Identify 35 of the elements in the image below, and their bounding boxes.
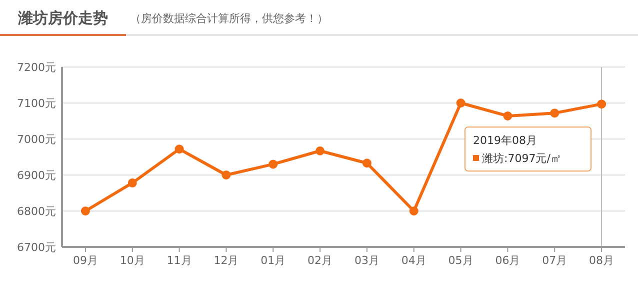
- point: [316, 146, 325, 156]
- point: [222, 170, 231, 180]
- x-tick-label: 03月: [354, 254, 380, 267]
- y-tick-label: 7200元: [17, 60, 56, 74]
- y-tick-label: 6800元: [17, 204, 56, 218]
- y-tick-label: 6900元: [17, 168, 56, 182]
- y-tick-label: 6700元: [17, 240, 56, 254]
- x-tick-label: 10月: [120, 254, 145, 267]
- point: [128, 178, 137, 188]
- x-tick-label: 09月: [72, 254, 98, 267]
- point: [174, 144, 184, 154]
- x-tick-label: 07月: [542, 254, 568, 267]
- x-tick-label: 11月: [166, 254, 192, 267]
- point: [550, 108, 560, 118]
- chart-title: 潍坊房价走势: [17, 9, 108, 27]
- point: [597, 100, 606, 109]
- legend-label: 潍坊: [482, 152, 504, 165]
- y-tick-label: 7000元: [17, 132, 56, 146]
- x-tick-label: 08月: [589, 254, 614, 267]
- x-tick-label: 01月: [260, 254, 286, 267]
- point: [80, 206, 90, 216]
- y-tick-label: 7100元: [17, 96, 56, 110]
- x-tick-label: 06月: [495, 254, 520, 267]
- x-tick-label: 12月: [214, 254, 239, 267]
- x-tick-label: 04月: [401, 254, 426, 267]
- x-tick-label: 05月: [448, 254, 474, 267]
- point: [268, 160, 278, 169]
- point: [409, 206, 418, 216]
- point: [503, 111, 512, 120]
- annotation: 2019年08月: [473, 134, 537, 147]
- point: [362, 158, 372, 168]
- annotation: :7097元/㎡: [504, 152, 562, 165]
- x-tick-label: 02月: [308, 254, 333, 267]
- chart-subtitle: （房价数据综合计算所得，供您参考！）: [130, 12, 328, 25]
- point: [456, 98, 466, 108]
